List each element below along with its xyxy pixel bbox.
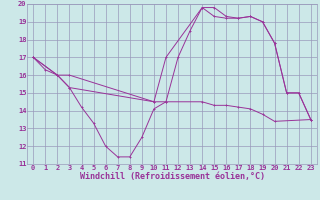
- X-axis label: Windchill (Refroidissement éolien,°C): Windchill (Refroidissement éolien,°C): [79, 172, 265, 181]
